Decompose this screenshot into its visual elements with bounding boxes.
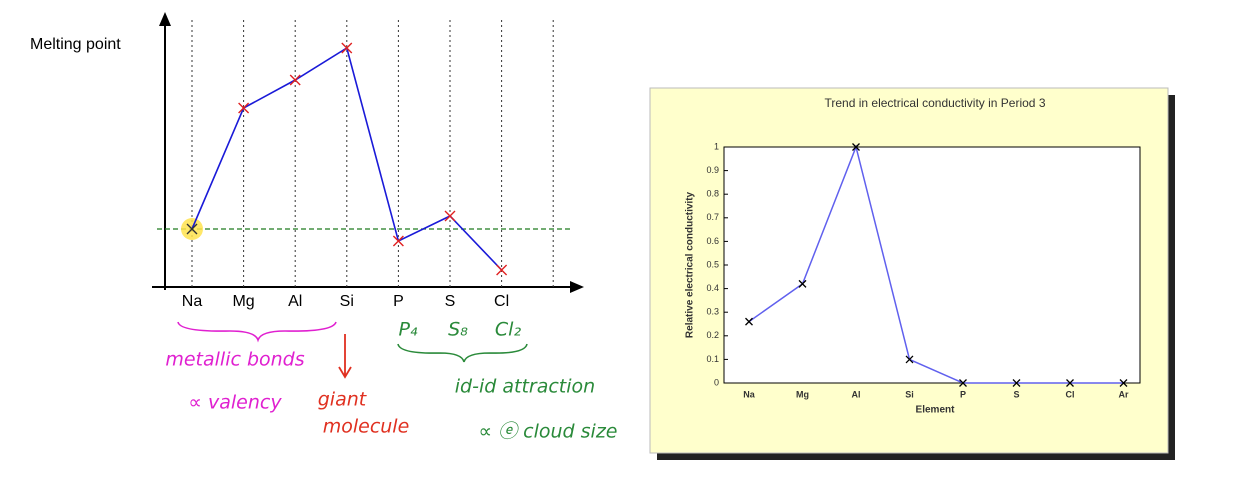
point [341,42,353,54]
point [1066,379,1074,387]
y-tick-label: 0.9 [706,165,719,175]
annotation: giant [318,389,368,411]
annotation: metallic bonds [165,349,304,371]
plot-area [723,146,1141,384]
x-tick-label: Si [340,293,354,310]
point [289,74,301,86]
x-tick-label: Ar [1118,389,1128,399]
y-axis-label: Melting point [30,36,121,53]
annotation: Cl₂ [495,319,522,341]
brace [177,321,337,343]
annotation: molecule [323,416,410,438]
x-tick-label: Cl [494,293,509,310]
chart-title: Trend in electrical conductivity in Peri… [825,96,1046,110]
y-tick-label: 0.5 [706,259,719,269]
y-tick-label: 0.3 [706,307,719,317]
y-arrow [159,12,171,26]
y-tick-label: 0 [714,377,719,387]
x-tick-label: Al [288,293,302,310]
x-tick-label: Cl [1066,389,1075,399]
x-tick-label: Mg [232,293,254,310]
arrow [338,334,352,379]
annotation: ∝ ⓔ cloud size [479,421,618,443]
annotation: P₄ [398,319,417,341]
point [1012,379,1021,387]
annotation: ∝ valency [188,392,282,414]
y-tick-label: 0.6 [706,236,719,246]
point [852,143,860,151]
y-tick-label: 0.2 [706,330,719,340]
x-tick-label: P [393,293,404,310]
point [745,317,753,326]
y-tick-label: 0.1 [706,354,719,364]
point [186,223,198,235]
x-tick-label: S [445,293,456,310]
y-tick-label: 0.4 [706,283,719,293]
x-tick-label: P [960,389,966,399]
point [905,355,914,364]
point [444,210,456,222]
x-tick-label: S [1013,389,1019,399]
point [496,264,508,276]
x-tick-label: Al [852,389,861,399]
y-tick-label: 0.8 [706,189,719,199]
x-tick-label: Na [182,293,203,310]
point [238,102,250,114]
point [798,279,807,288]
point [1119,379,1128,387]
annotation: id-id attraction [455,376,595,398]
x-tick-label: Si [905,389,914,399]
x-tick-label: Mg [796,389,809,399]
x-axis-label: Element [916,405,956,416]
x-tick-label: Na [743,389,755,399]
y-tick-label: 1 [714,141,719,151]
annotation: S₈ [448,319,468,341]
point [392,235,404,247]
point [959,379,967,387]
y-axis-label: Relative electrical conductivity [685,191,696,338]
x-arrow [570,281,584,293]
line [748,144,1124,384]
brace [397,343,528,363]
y-tick-label: 0.7 [706,212,719,222]
